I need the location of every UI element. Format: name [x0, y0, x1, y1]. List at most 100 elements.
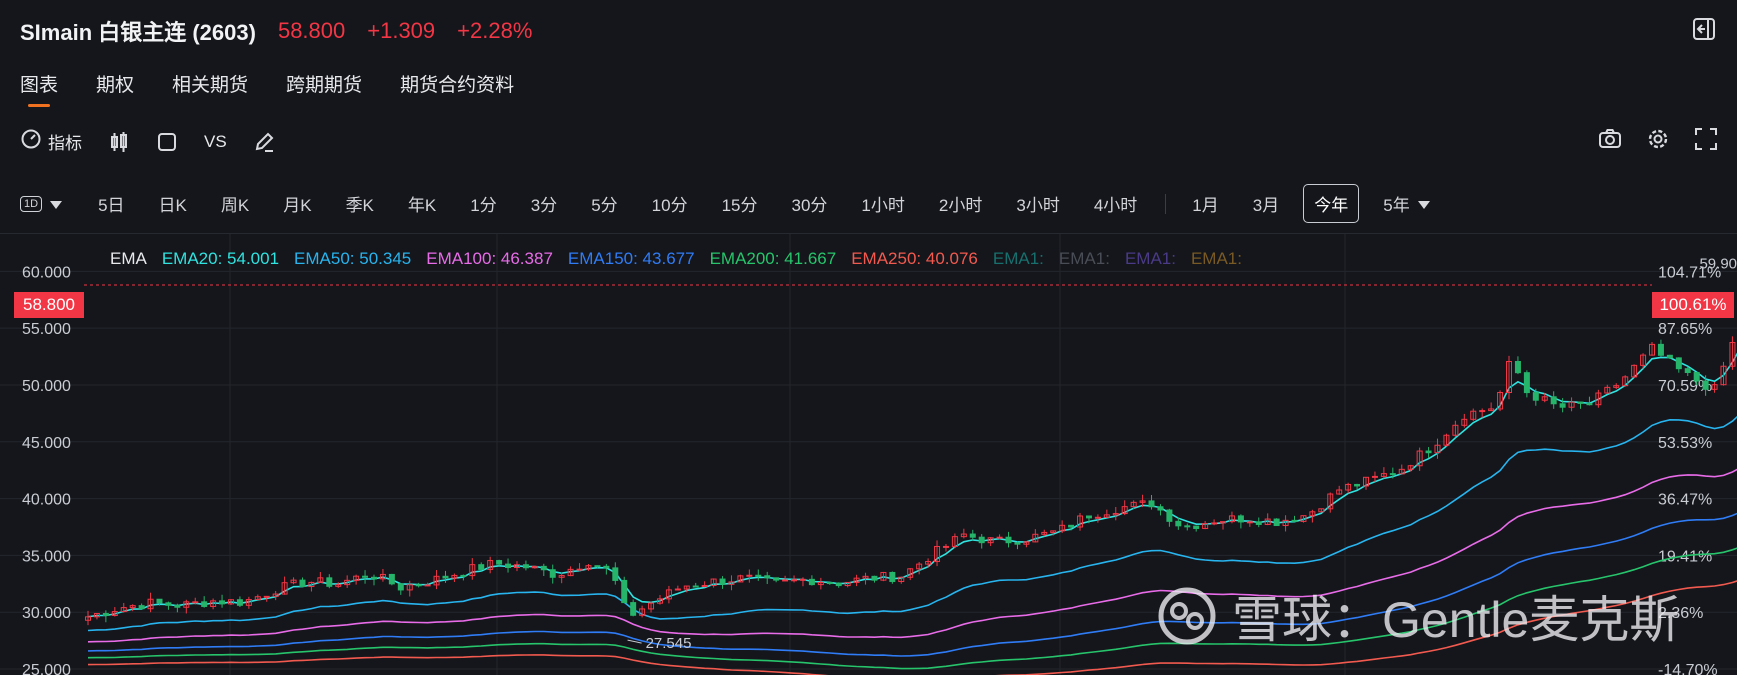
range-30min[interactable]: 30分	[791, 196, 828, 215]
compare-vs-button[interactable]: VS	[204, 131, 227, 151]
candle-body	[1300, 515, 1307, 522]
candle-body	[424, 584, 431, 587]
range-1min[interactable]: 1分	[470, 196, 497, 215]
period-ytd[interactable]: 今年	[1303, 184, 1360, 223]
range-3h[interactable]: 3小时	[1016, 196, 1060, 215]
candle-style-icon[interactable]	[108, 131, 130, 153]
square-shape-icon[interactable]	[156, 131, 178, 153]
gauge-icon	[20, 128, 42, 155]
candle-body	[1657, 343, 1664, 356]
candle-body	[1577, 401, 1584, 404]
current-price-tag: 58.800	[14, 292, 84, 318]
range-quarterly[interactable]: 季K	[345, 196, 374, 215]
chart-toolbar: 指标 VS	[20, 128, 275, 155]
candle-body	[978, 536, 985, 544]
range-15min[interactable]: 15分	[721, 196, 758, 215]
candle-body	[290, 579, 297, 584]
candle-body	[1488, 408, 1495, 412]
candle-body	[1675, 357, 1682, 370]
range-10min[interactable]: 10分	[651, 196, 688, 215]
candle-body	[1702, 380, 1709, 390]
candle-body	[1345, 483, 1352, 491]
period-5y[interactable]: 5年	[1373, 185, 1439, 222]
y-axis-label: 35.000	[22, 548, 71, 565]
range-5d[interactable]: 5日	[98, 196, 125, 215]
fullscreen-icon[interactable]	[1693, 126, 1719, 152]
chart-divider	[0, 233, 1737, 234]
annotation-pointer	[627, 639, 642, 644]
triangle-down-icon	[1417, 194, 1430, 214]
tab-calendar-spread[interactable]: 跨期期货	[286, 75, 363, 96]
gear-icon[interactable]	[1645, 126, 1671, 152]
range-yearly[interactable]: 年K	[407, 196, 437, 215]
candle-body	[692, 585, 699, 588]
candle-body	[558, 575, 565, 578]
indicator-button[interactable]: 指标	[20, 128, 82, 155]
candle-body	[1363, 476, 1370, 487]
tab-chart[interactable]: 图表	[20, 70, 58, 107]
collapse-panel-icon[interactable]	[1691, 16, 1717, 42]
y-axis-label: 25.000	[22, 662, 71, 675]
range-1h[interactable]: 1小时	[861, 196, 905, 215]
tab-options[interactable]: 期权	[96, 75, 135, 96]
interval-bar: 1D 5日 日K 周K 月K 季K 年K 1分 3分 5分 10分 15分 30…	[20, 184, 1454, 223]
range-daily[interactable]: 日K	[158, 196, 187, 215]
indicator-label: 指标	[48, 134, 82, 153]
candle-body	[1550, 396, 1557, 405]
range-divider	[1165, 193, 1167, 214]
tab-related-futures[interactable]: 相关期货	[172, 75, 249, 96]
main-tabs: 图表 期权 相关期货 跨期期货 期货合约资料	[20, 70, 514, 107]
candle-body	[648, 602, 655, 610]
y-axis-percent-label: 87.65%	[1658, 321, 1712, 338]
candlestick-chart[interactable]: 60.000 104.71% 55.000 87.65% 50.000 70.59% 45.…	[0, 234, 1737, 675]
candle-body	[227, 599, 234, 605]
candle-body	[1559, 403, 1566, 408]
candle-body	[656, 598, 663, 604]
candle-body	[1434, 444, 1441, 454]
candle-body	[299, 579, 306, 588]
candle-body	[406, 584, 413, 591]
tab-contract-info[interactable]: 期货合约资料	[400, 75, 515, 96]
candle-body	[102, 613, 109, 616]
range-monthly[interactable]: 月K	[283, 196, 312, 215]
candle-body	[1220, 521, 1227, 524]
ema-line-ema100	[87, 468, 1737, 643]
candle-body	[621, 579, 628, 604]
candle-body	[1497, 392, 1504, 410]
candle-body	[388, 573, 395, 585]
range-5min[interactable]: 5分	[591, 196, 618, 215]
period-1m[interactable]: 1月	[1192, 196, 1219, 215]
candle-body	[791, 579, 798, 582]
range-2h[interactable]: 2小时	[938, 196, 983, 215]
candle-body	[1050, 530, 1057, 533]
period-3m[interactable]: 3月	[1252, 196, 1280, 215]
camera-icon[interactable]	[1597, 126, 1623, 152]
candle-body	[942, 545, 949, 548]
candle-body	[1479, 410, 1486, 413]
candle-body	[1005, 536, 1012, 544]
candle-body	[898, 576, 905, 583]
candle-body	[639, 608, 646, 616]
watermark: 雪球：Gentle麦克斯	[1158, 580, 1679, 652]
candle-body	[996, 536, 1003, 539]
candle-body	[630, 602, 637, 616]
range-weekly[interactable]: 周K	[220, 196, 250, 215]
range-3min[interactable]: 3分	[530, 196, 558, 215]
candle-body	[844, 581, 851, 587]
candle-body	[1157, 506, 1164, 511]
pencil-draw-icon[interactable]	[253, 131, 275, 153]
y-axis-percent-label: 70.59%	[1658, 378, 1712, 395]
candle-body	[1693, 372, 1700, 382]
candle-body	[969, 533, 976, 538]
candle-body	[1729, 342, 1736, 367]
candle-body	[1613, 385, 1620, 388]
candle-body	[210, 600, 217, 607]
interval-dropdown[interactable]: 1D	[20, 194, 63, 214]
candle-body	[1461, 418, 1468, 426]
candle-body	[85, 616, 91, 621]
price-change-pct: +2.28%	[457, 18, 533, 43]
candle-body	[93, 613, 100, 618]
range-4h[interactable]: 4小时	[1093, 196, 1138, 215]
candle-body	[755, 574, 762, 577]
candle-body	[1470, 410, 1477, 420]
